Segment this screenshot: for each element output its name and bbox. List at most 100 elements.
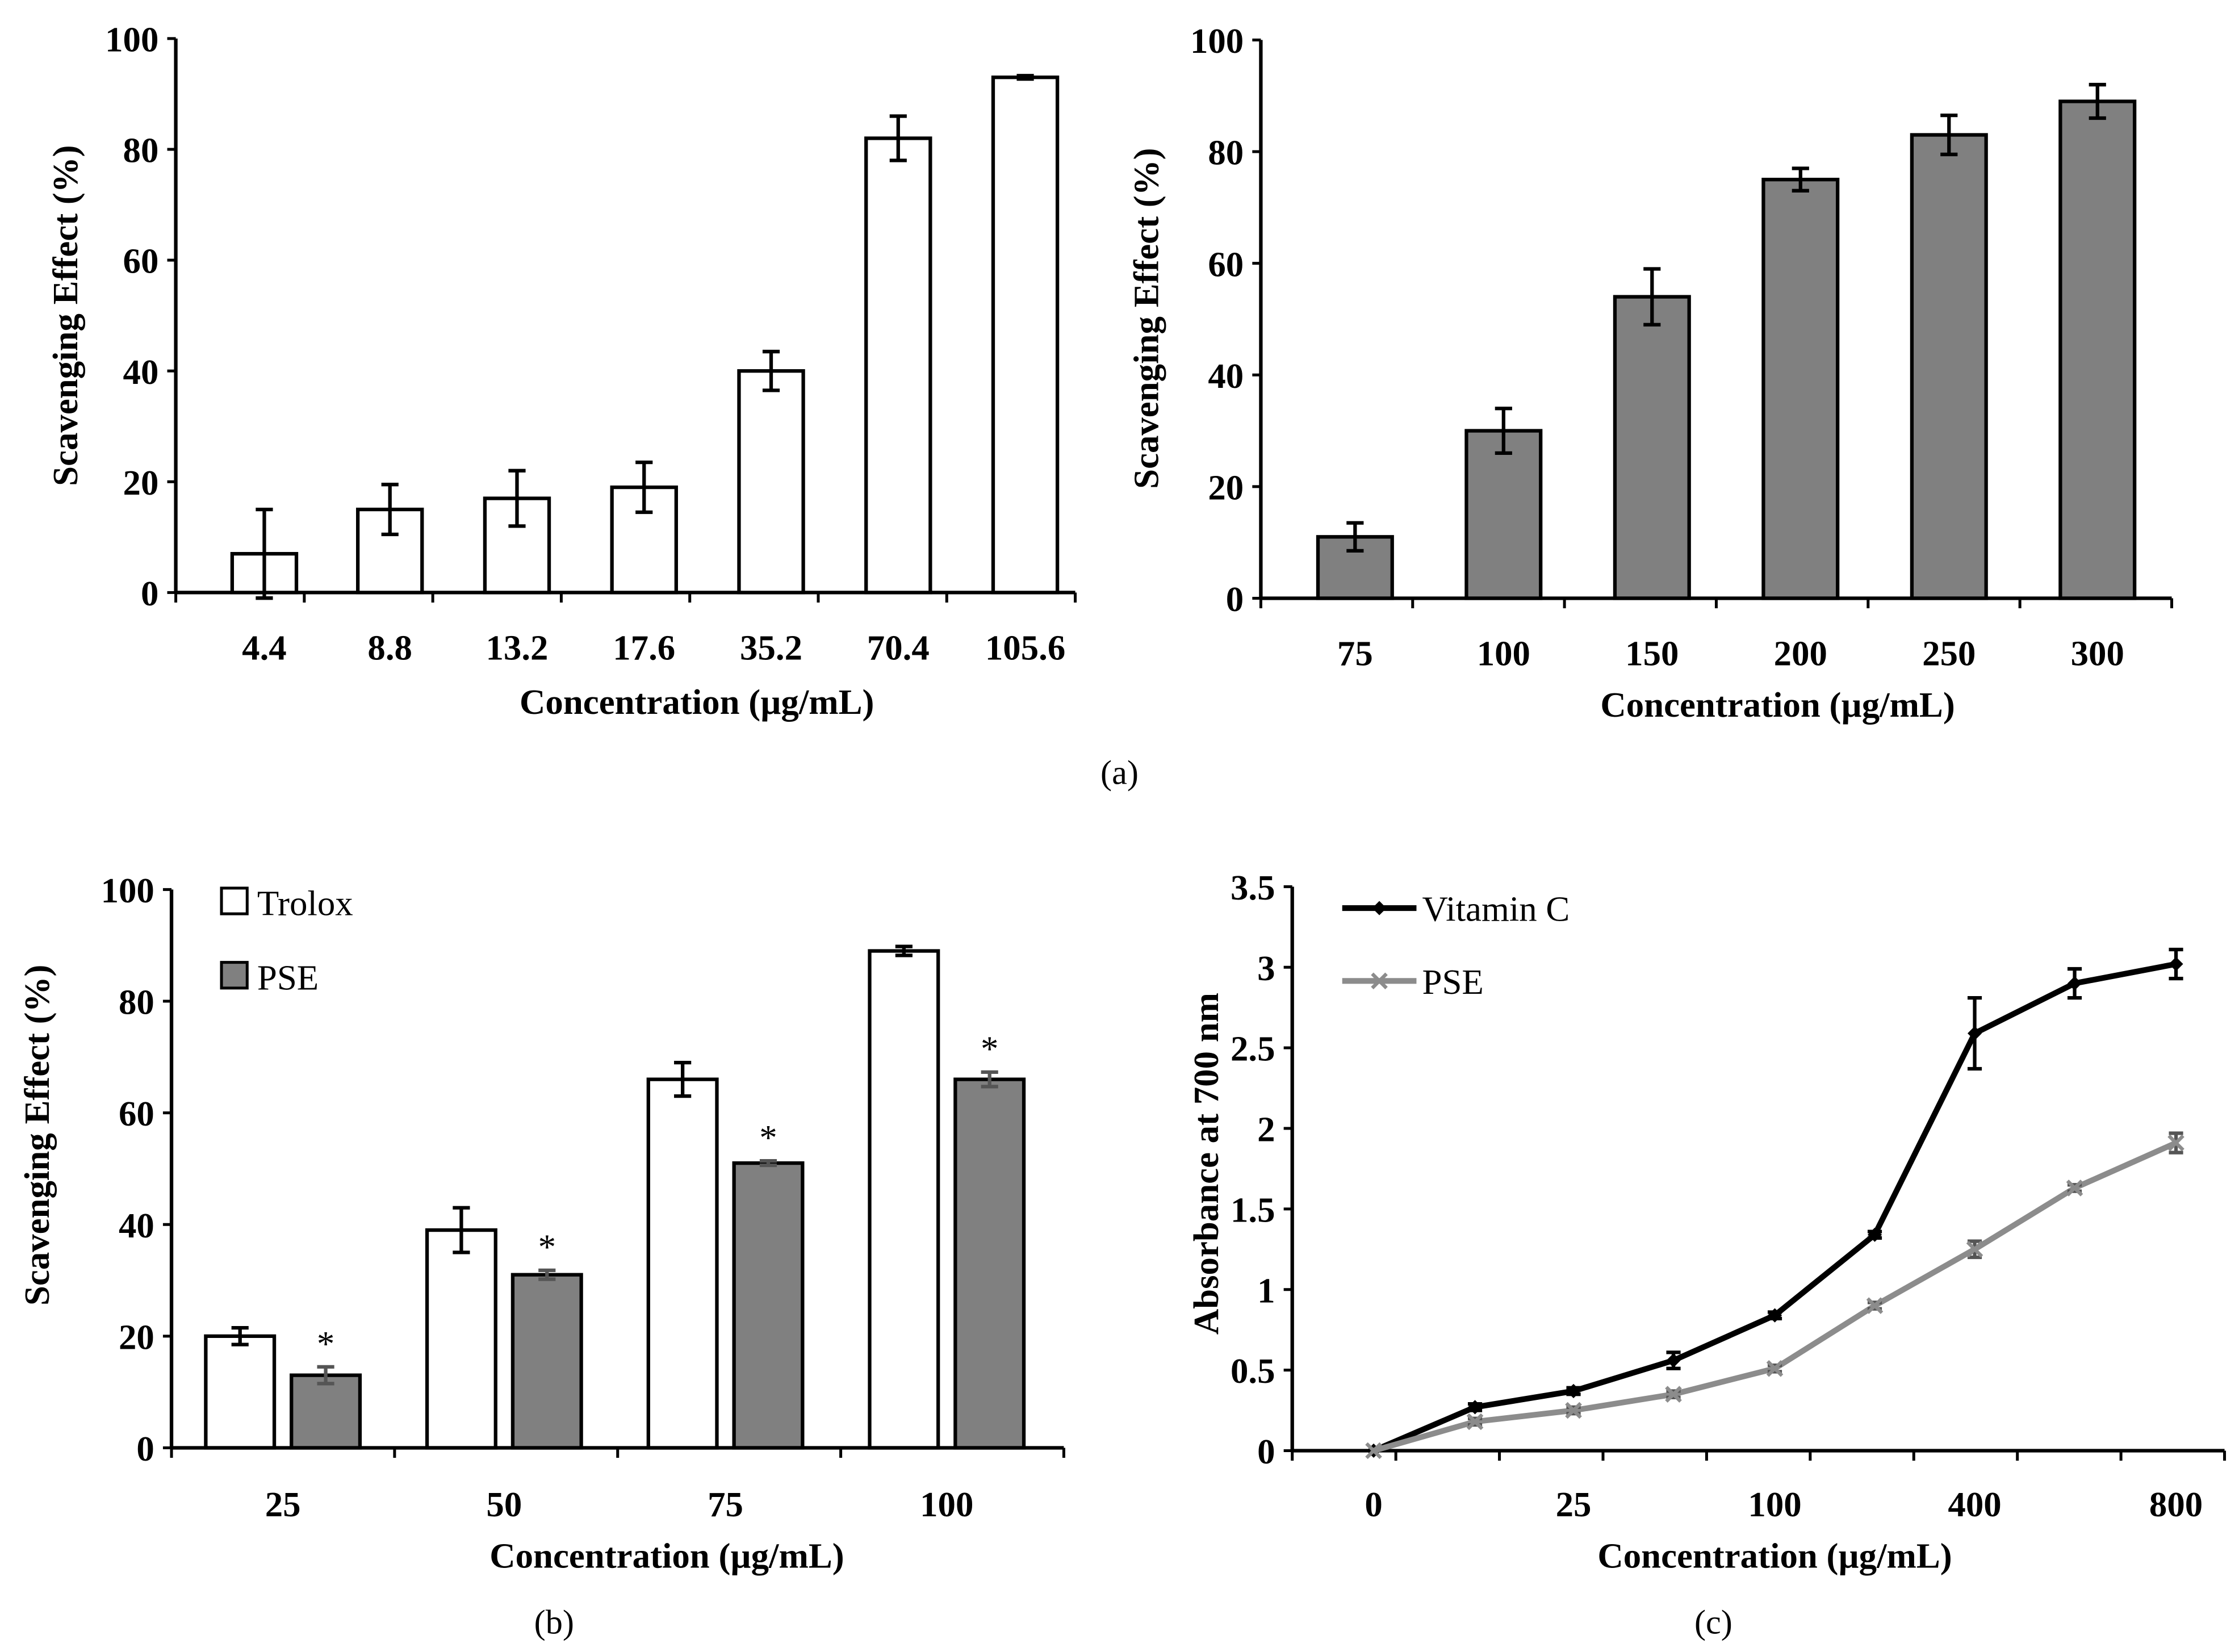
panel-label-a: (a) bbox=[1100, 754, 1139, 792]
bar-pse bbox=[290, 1373, 362, 1450]
y-tick-label: 100 bbox=[1190, 21, 1244, 61]
y-tick-label: 40 bbox=[123, 352, 159, 392]
x-axis-title: Concentration (µg/mL) bbox=[520, 682, 874, 722]
y-tick-label: 0 bbox=[1226, 579, 1244, 619]
data-point-diamond bbox=[2067, 976, 2082, 991]
significance-asterisk: * bbox=[317, 1324, 334, 1364]
x-tick-label: 35.2 bbox=[740, 628, 802, 668]
significance-asterisk: * bbox=[759, 1118, 777, 1157]
x-axis-title: Concentration (µg/mL) bbox=[1597, 1536, 1952, 1576]
y-tick-label: 100 bbox=[105, 20, 158, 60]
y-axis-title: Scavenging Effect (%) bbox=[17, 965, 57, 1306]
bar-trolox bbox=[425, 1228, 497, 1450]
y-tick-label: 2 bbox=[1257, 1110, 1275, 1149]
y-tick-label: 20 bbox=[1208, 467, 1244, 507]
data-point-x bbox=[2066, 1180, 2083, 1197]
x-tick-label: 250 bbox=[1922, 634, 1976, 674]
x-tick-label: 75 bbox=[708, 1484, 743, 1524]
x-axis-title: Concentration (µg/mL) bbox=[1600, 685, 1955, 725]
data-point-diamond bbox=[1666, 1353, 1681, 1368]
bar-value bbox=[991, 76, 1060, 595]
y-tick-label: 40 bbox=[1208, 356, 1244, 396]
y-tick-label: 0 bbox=[1257, 1432, 1275, 1471]
legend-swatch bbox=[220, 961, 249, 990]
y-axis-title: Scavenging Effect (%) bbox=[1126, 148, 1166, 488]
legend-label: PSE bbox=[257, 957, 319, 997]
y-tick-label: 1.5 bbox=[1231, 1190, 1275, 1229]
y-tick-label: 80 bbox=[119, 982, 154, 1022]
data-point-x bbox=[1665, 1386, 1682, 1403]
bar-trolox bbox=[204, 1334, 277, 1450]
x-tick-label: 25 bbox=[265, 1484, 301, 1524]
legend-label: PSE bbox=[1422, 962, 1484, 1002]
y-tick-label: 2.5 bbox=[1231, 1029, 1275, 1069]
y-axis-title: Absorbance at 700 nm bbox=[1186, 993, 1226, 1335]
bar-value bbox=[2058, 99, 2137, 600]
chart-b: 0 20 40 60 80 100 25 50 75 100 Concentration (µg/m… bbox=[17, 871, 1065, 1576]
bar-value bbox=[1910, 133, 1988, 600]
y-tick-label: 20 bbox=[123, 463, 159, 503]
legend-label: Trolox bbox=[257, 884, 353, 923]
legend-label: Vitamin C bbox=[1422, 889, 1570, 929]
x-tick-label: 800 bbox=[2149, 1484, 2203, 1524]
y-tick-label: 20 bbox=[119, 1317, 154, 1357]
x-tick-label: 100 bbox=[1477, 634, 1530, 674]
y-tick-label: 1 bbox=[1257, 1270, 1275, 1310]
x-tick-label: 75 bbox=[1337, 634, 1373, 674]
bar-trolox bbox=[646, 1077, 719, 1450]
x-tick-label: 25 bbox=[1556, 1484, 1592, 1524]
x-tick-label: 100 bbox=[1748, 1484, 1801, 1524]
y-tick-label: 3 bbox=[1257, 948, 1275, 988]
significance-asterisk: * bbox=[538, 1227, 556, 1267]
data-point-x bbox=[1365, 1442, 1382, 1459]
significance-asterisk: * bbox=[981, 1029, 998, 1069]
data-point-diamond bbox=[1967, 1026, 1982, 1041]
bar-value bbox=[737, 369, 805, 595]
y-axis-title: Scavenging Effect (%) bbox=[45, 145, 85, 486]
y-tick-label: 80 bbox=[1208, 133, 1244, 173]
chart-c: 0 0.5 1 1.5 2 2.5 3 3.5 0 25 100 400 800 Concentratio… bbox=[1186, 868, 2227, 1576]
legend-marker bbox=[1371, 972, 1388, 990]
y-tick-label: 0 bbox=[136, 1429, 154, 1469]
data-point-x bbox=[1966, 1241, 1983, 1258]
y-tick-label: 80 bbox=[123, 131, 159, 170]
bar-value bbox=[1316, 535, 1394, 600]
legend-swatch bbox=[220, 886, 249, 915]
line-vitamin-c bbox=[1372, 961, 2177, 1454]
x-tick-label: 70.4 bbox=[867, 628, 930, 668]
data-point-x bbox=[1565, 1402, 1582, 1419]
bar-trolox bbox=[868, 949, 940, 1450]
chart-a-left: 0 20 40 60 80 100 4.4 8.8 13.2 17.6 35.2 70.4 105.6 C… bbox=[45, 20, 1077, 722]
bar-pse bbox=[510, 1273, 583, 1450]
x-tick-label: 100 bbox=[920, 1484, 973, 1524]
y-tick-label: 0 bbox=[141, 574, 158, 613]
y-tick-label: 60 bbox=[1208, 244, 1244, 284]
data-point-x bbox=[1766, 1360, 1784, 1377]
bar-pse bbox=[732, 1161, 805, 1450]
data-point-diamond bbox=[1467, 1400, 1483, 1415]
x-tick-label: 150 bbox=[1625, 634, 1679, 674]
y-tick-label: 100 bbox=[101, 871, 154, 910]
y-tick-label: 3.5 bbox=[1231, 868, 1275, 907]
bar-value bbox=[483, 496, 551, 595]
panel-label-c: (c) bbox=[1694, 1603, 1732, 1641]
bar-value bbox=[1761, 178, 1840, 600]
y-tick-label: 40 bbox=[119, 1206, 154, 1245]
x-tick-label: 4.4 bbox=[242, 628, 287, 668]
x-tick-label: 300 bbox=[2071, 634, 2124, 674]
data-point-diamond bbox=[2169, 956, 2183, 972]
x-tick-label: 50 bbox=[486, 1484, 522, 1524]
data-point-x bbox=[1466, 1413, 1484, 1431]
chart-a-right: 0 20 40 60 80 100 75 100 150 200 250 300 Concentrati… bbox=[1126, 21, 2174, 725]
data-point-x bbox=[1866, 1297, 1884, 1314]
y-tick-label: 60 bbox=[123, 241, 159, 281]
x-tick-label: 200 bbox=[1774, 634, 1827, 674]
y-tick-label: 60 bbox=[119, 1094, 154, 1134]
panel-label-b: (b) bbox=[534, 1603, 574, 1641]
data-point-diamond bbox=[1867, 1227, 1882, 1242]
x-tick-label: 17.6 bbox=[613, 628, 675, 668]
data-point-diamond bbox=[1767, 1308, 1782, 1323]
bar-value bbox=[864, 136, 932, 595]
x-tick-label: 8.8 bbox=[367, 628, 412, 668]
